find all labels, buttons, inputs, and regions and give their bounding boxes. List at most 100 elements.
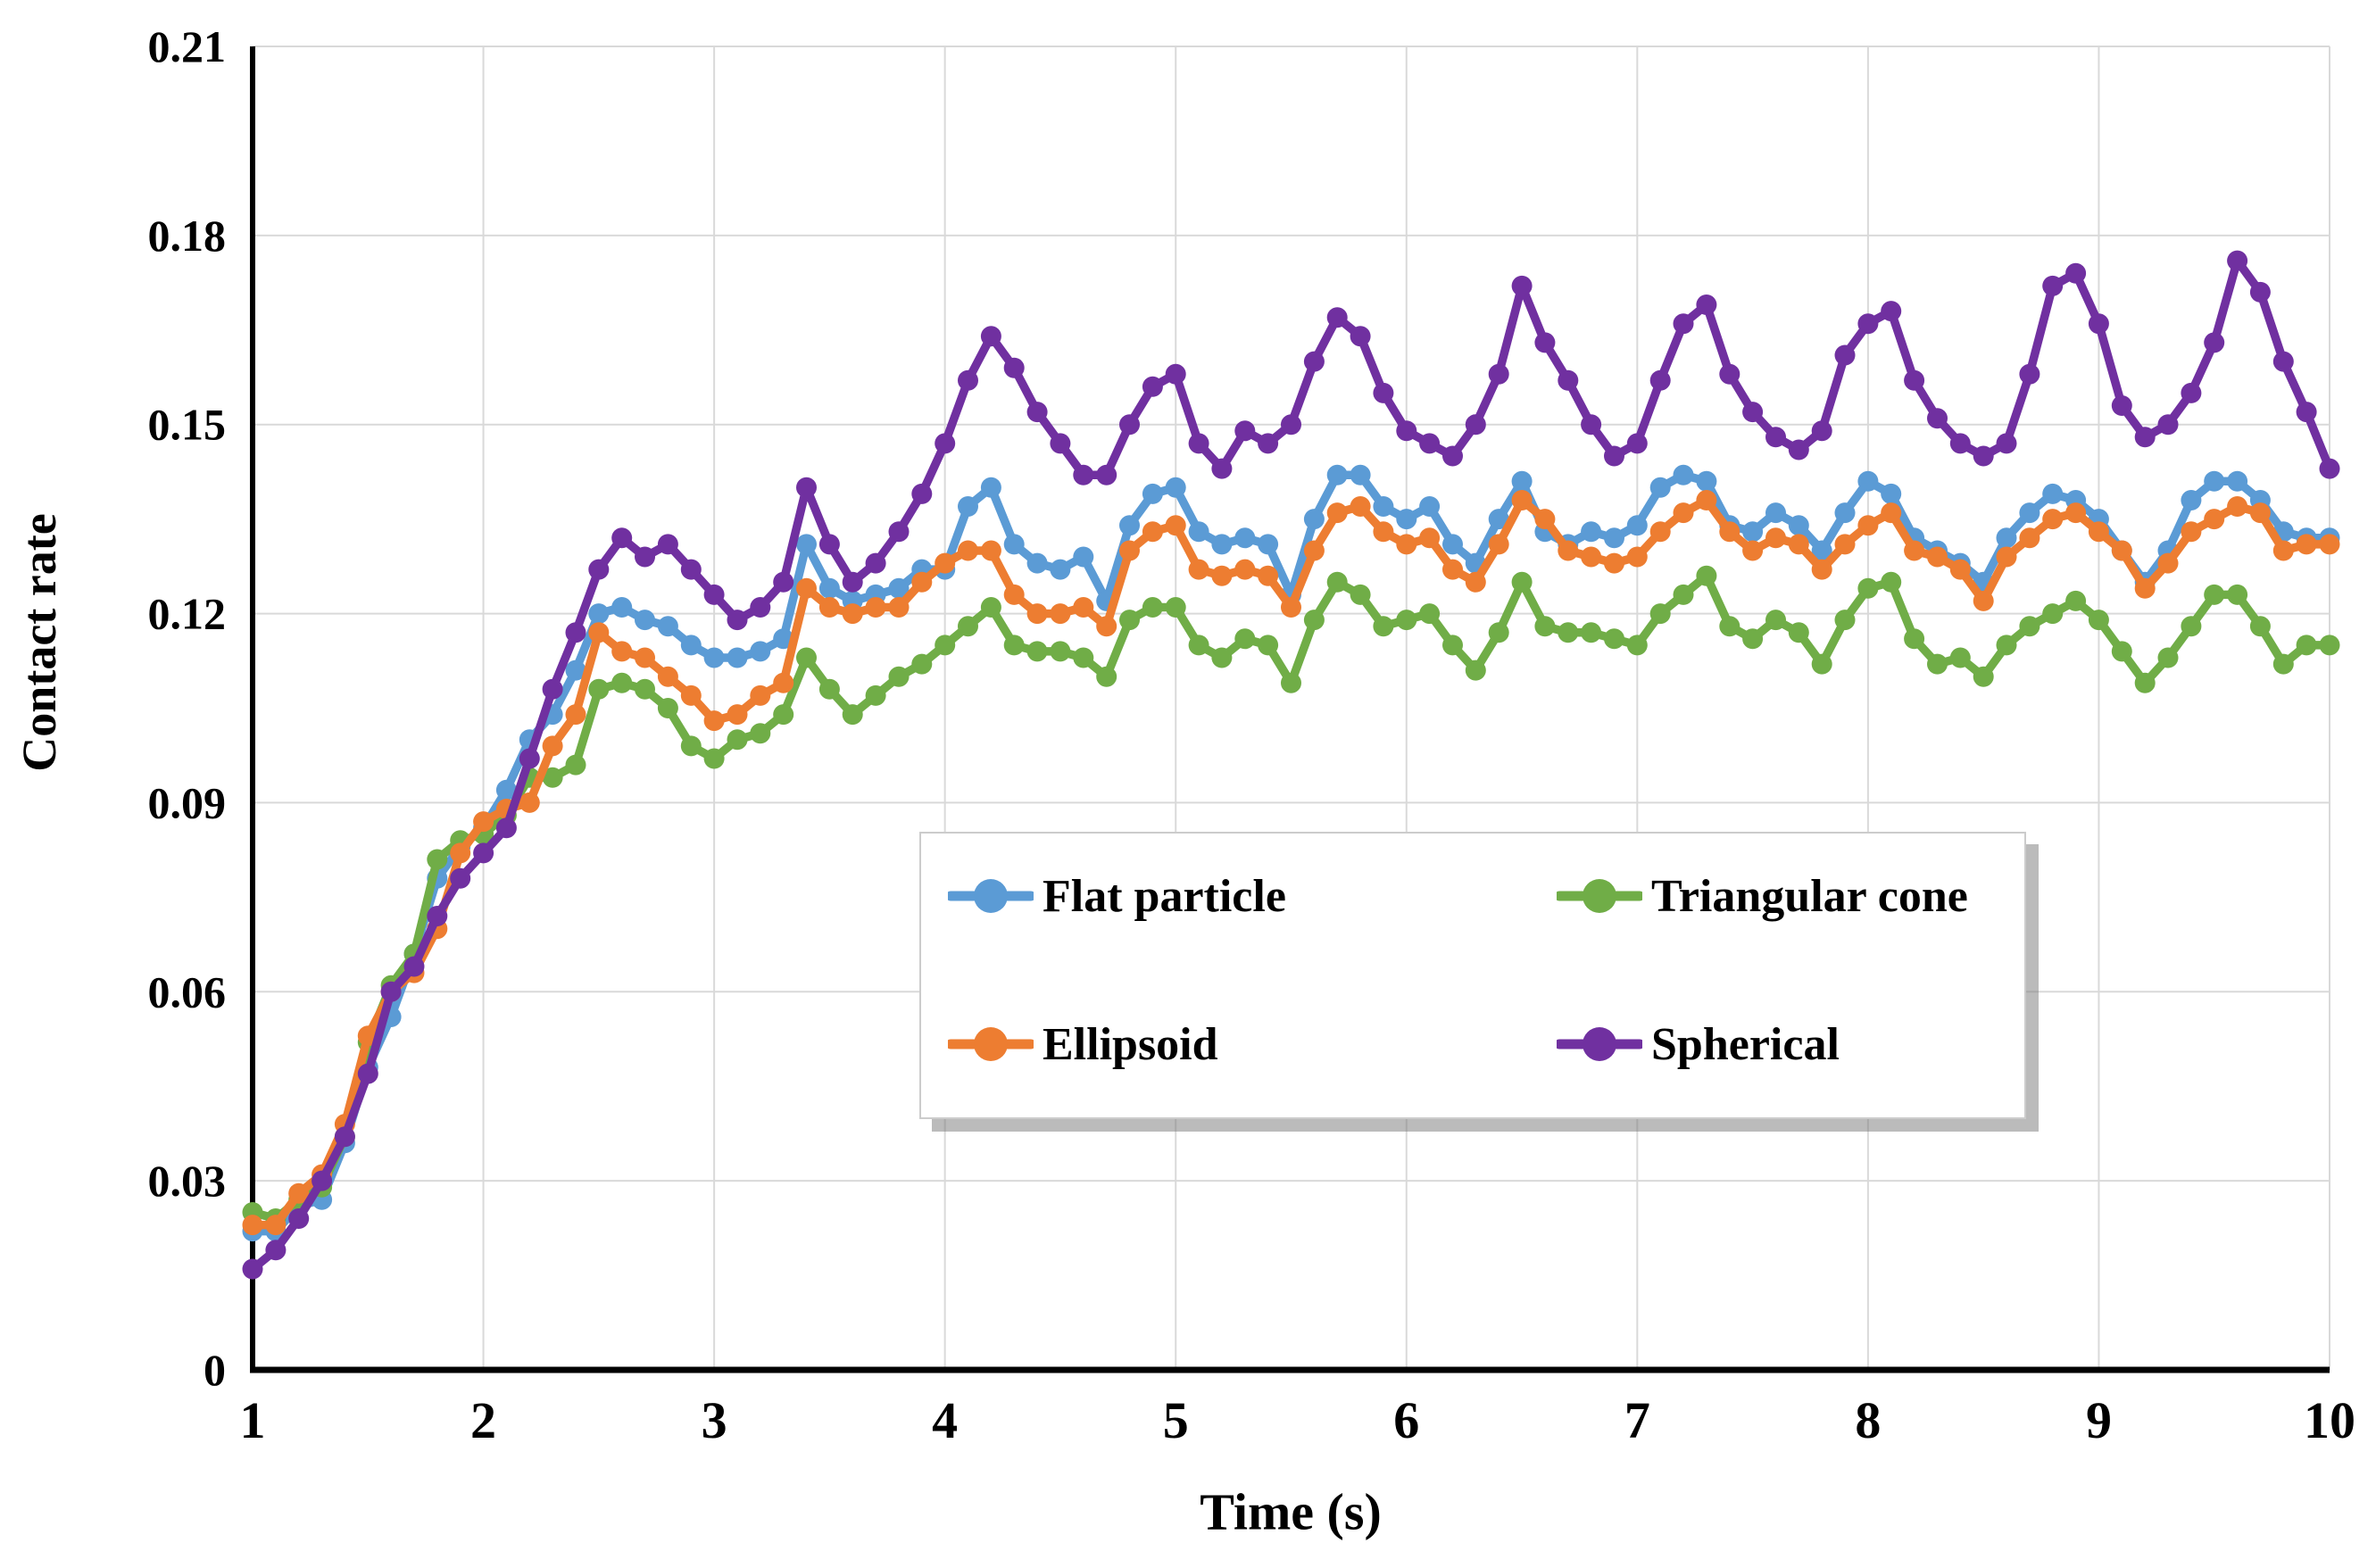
data-point-marker: [1258, 565, 1279, 586]
data-point-marker: [1442, 559, 1463, 580]
data-point-marker: [1673, 584, 1694, 605]
data-point-marker: [1742, 540, 1764, 561]
data-point-marker: [657, 534, 678, 555]
data-point-marker: [1811, 420, 1832, 442]
data-point-marker: [242, 1258, 263, 1280]
data-point-marker: [1119, 414, 1140, 436]
data-point-marker: [2088, 610, 2109, 631]
data-point-marker: [818, 597, 840, 618]
data-point-marker: [2227, 470, 2248, 492]
data-point-marker: [1719, 521, 1740, 543]
data-point-marker: [1765, 502, 1786, 524]
data-point-marker: [865, 552, 886, 574]
data-point-marker: [1742, 402, 1764, 423]
data-point-marker: [2319, 458, 2340, 479]
data-point-marker: [1142, 597, 1163, 618]
data-point-marker: [1996, 546, 2017, 568]
data-point-marker: [1604, 628, 1624, 650]
data-point-marker: [1788, 622, 1809, 643]
data-point-marker: [2019, 616, 2040, 637]
data-point-marker: [334, 1126, 355, 1148]
data-point-marker: [2019, 363, 2040, 385]
data-point-marker: [1073, 647, 1094, 668]
data-point-marker: [842, 603, 863, 625]
data-point-marker: [1904, 540, 1925, 561]
x-axis-title: Time (s): [1200, 1482, 1382, 1541]
data-point-marker: [1396, 610, 1417, 631]
data-point-marker: [1996, 433, 2017, 454]
data-point-marker: [796, 647, 817, 668]
data-point-marker: [1326, 502, 1348, 524]
data-point-marker: [818, 534, 840, 555]
data-point-marker: [1211, 534, 1233, 555]
data-point-marker: [1165, 477, 1186, 498]
x-tick-label: 6: [1393, 1391, 1419, 1449]
data-point-marker: [427, 906, 448, 926]
data-point-marker: [1003, 584, 1025, 605]
data-point-marker: [703, 647, 725, 668]
data-point-marker: [958, 616, 978, 637]
data-point-marker: [1050, 603, 1071, 625]
data-point-marker: [357, 1063, 378, 1084]
data-point-marker: [519, 748, 540, 769]
data-point-marker: [588, 603, 610, 625]
data-point-marker: [1050, 433, 1071, 454]
data-point-marker: [1003, 357, 1025, 378]
data-point-marker: [680, 684, 702, 706]
series-ellipsoid: [242, 490, 2340, 1236]
data-point-marker: [1096, 616, 1117, 637]
data-point-marker: [1765, 427, 1786, 448]
data-point-marker: [1581, 414, 1602, 436]
data-point-marker: [888, 597, 910, 618]
data-point-marker: [1511, 275, 1533, 296]
data-point-marker: [1142, 483, 1163, 504]
data-point-marker: [1073, 597, 1094, 618]
data-point-marker: [1026, 402, 1048, 423]
x-tick-label: 2: [470, 1391, 496, 1449]
legend-item-triangular-cone: Triangular cone: [1557, 859, 1968, 933]
data-point-marker: [1258, 534, 1279, 555]
x-tick-label: 10: [2304, 1391, 2355, 1449]
data-point-marker: [1234, 559, 1256, 580]
data-point-marker: [1811, 559, 1832, 580]
data-point-marker: [1211, 458, 1233, 479]
data-point-marker: [1050, 641, 1071, 662]
legend-label: Triangular cone: [1651, 870, 1968, 922]
data-point-marker: [1857, 470, 1879, 492]
data-point-marker: [1742, 628, 1764, 650]
data-point-marker: [1419, 527, 1441, 549]
data-point-marker: [911, 571, 933, 593]
data-point-marker: [818, 678, 840, 700]
data-point-marker: [2111, 395, 2132, 416]
data-point-marker: [1949, 433, 1971, 454]
data-point-marker: [2019, 527, 2040, 549]
data-point-marker: [1188, 559, 1209, 580]
data-point-marker: [865, 684, 886, 706]
data-point-marker: [680, 635, 702, 656]
data-point-marker: [680, 559, 702, 580]
data-point-marker: [1419, 433, 1441, 454]
data-point-marker: [1026, 552, 1048, 574]
data-point-marker: [2249, 616, 2271, 637]
data-point-marker: [657, 616, 678, 637]
data-point-marker: [1649, 521, 1671, 543]
data-point-marker: [773, 704, 794, 726]
data-point-marker: [1581, 546, 1602, 568]
data-point-marker: [1350, 496, 1371, 517]
data-point-marker: [727, 704, 748, 726]
data-point-marker: [1881, 571, 1902, 593]
data-point-marker: [773, 571, 794, 593]
data-point-marker: [1673, 464, 1694, 485]
data-point-marker: [1558, 540, 1579, 561]
data-point-marker: [542, 678, 563, 700]
data-point-marker: [1534, 332, 1556, 353]
data-point-marker: [1973, 445, 1994, 467]
data-point-marker: [473, 811, 494, 833]
data-point-marker: [450, 867, 471, 889]
data-point-marker: [403, 956, 425, 977]
data-point-marker: [1834, 610, 1856, 631]
y-tick-label: 0.06: [148, 967, 227, 1016]
data-point-marker: [2272, 351, 2294, 372]
data-point-marker: [1973, 590, 1994, 611]
